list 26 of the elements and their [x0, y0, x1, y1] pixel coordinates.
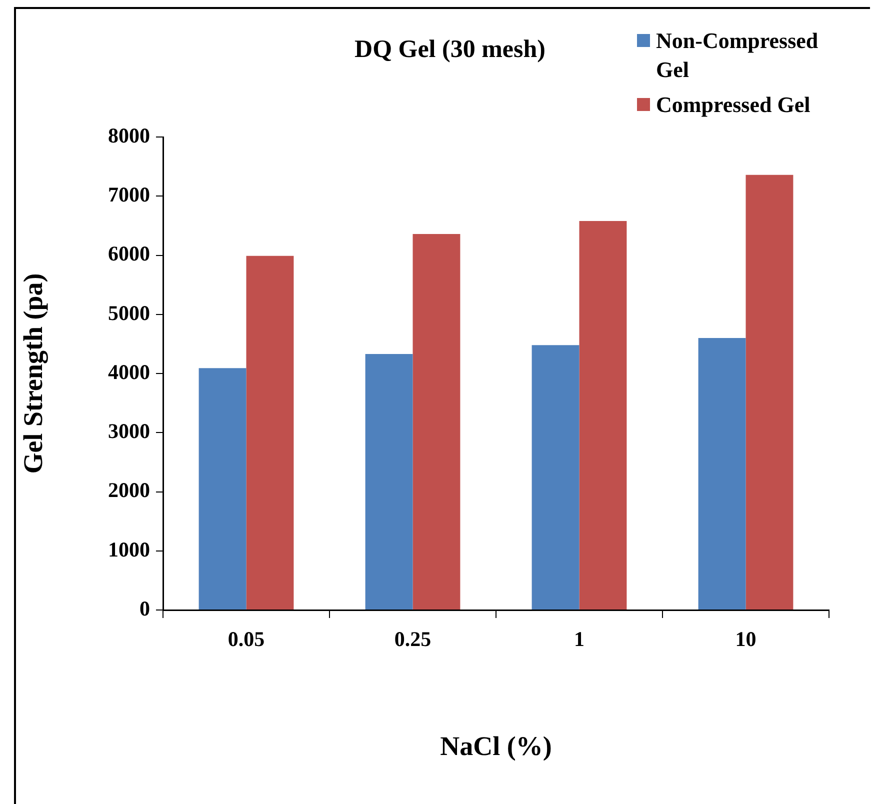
y-tick-label: 6000: [108, 242, 150, 266]
x-axis-title: NaCl (%): [440, 730, 552, 761]
bar: [246, 256, 294, 610]
x-tick-label: 0.05: [228, 627, 265, 652]
x-tick-label: 0.25: [394, 627, 432, 652]
bar: [412, 234, 460, 610]
y-tick-label: 4000: [108, 360, 150, 384]
y-tick-label: 0: [140, 596, 150, 620]
y-tick-label: 1000: [108, 537, 150, 562]
y-tick-label: 3000: [108, 419, 150, 444]
bar: [579, 220, 627, 610]
legend-label: Compressed Gel: [656, 91, 810, 119]
y-axis-title: Gel Strength (pa): [18, 273, 48, 474]
x-tick-label: 10: [735, 627, 756, 652]
bar: [698, 338, 746, 610]
chart-title: DQ Gel (30 mesh): [354, 36, 546, 64]
y-tick-label: 2000: [108, 478, 150, 502]
bar: [532, 345, 580, 610]
legend-label: Non-Compressed Gel: [656, 27, 820, 84]
x-tick-label: 1: [574, 627, 584, 652]
y-tick-label: 8000: [108, 123, 150, 148]
y-tick-label: 7000: [108, 182, 150, 207]
bar: [746, 174, 794, 610]
bar: [198, 368, 246, 610]
y-tick-label: 5000: [108, 300, 150, 325]
bar: [365, 354, 413, 610]
